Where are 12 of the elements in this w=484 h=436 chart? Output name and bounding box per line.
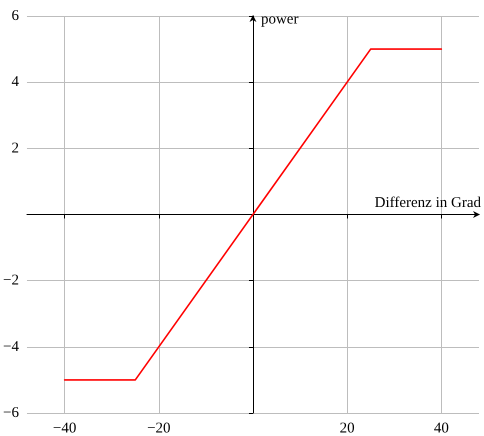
x-axis-title: Differenz in Grad	[374, 195, 482, 211]
x-tick-label: 40	[434, 420, 449, 436]
y-tick-label: 2	[11, 140, 19, 156]
y-tick-label: −6	[2, 405, 20, 421]
y-axis-title: power	[260, 12, 298, 28]
y-tick-label: −4	[2, 338, 20, 355]
x-tick-label: −40	[52, 420, 76, 436]
x-tick-label: −20	[147, 420, 171, 436]
y-tick-label: −2	[2, 272, 19, 289]
y-tick-label: 6	[11, 8, 20, 24]
x-tick-label: 20	[340, 420, 355, 436]
y-tick-label: 4	[11, 74, 20, 90]
